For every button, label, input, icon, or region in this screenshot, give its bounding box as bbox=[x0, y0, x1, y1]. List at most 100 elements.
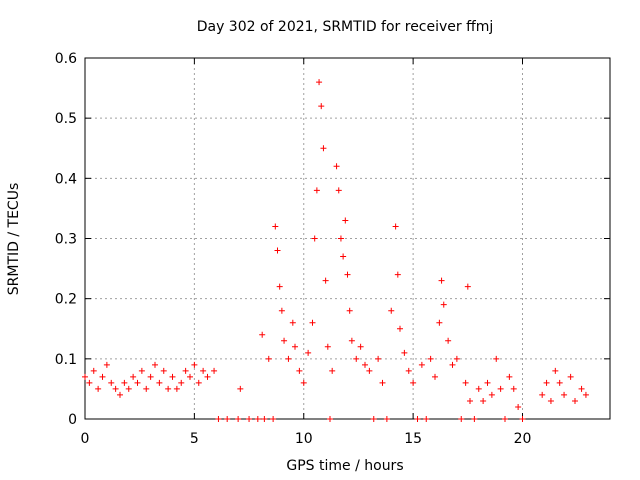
axis-ticks: 0 0.1 0.2 0.3 0.4 0.5 0.6 0 5 10 15 20 bbox=[55, 51, 610, 447]
data-point bbox=[348, 337, 355, 344]
data-point bbox=[346, 307, 353, 314]
data-point bbox=[340, 253, 347, 260]
data-point bbox=[453, 355, 460, 362]
data-point bbox=[475, 385, 482, 392]
data-point bbox=[480, 397, 487, 404]
data-point bbox=[300, 379, 307, 386]
data-point bbox=[506, 373, 513, 380]
data-point bbox=[572, 397, 578, 404]
data-point bbox=[204, 373, 211, 380]
data-point bbox=[90, 367, 97, 374]
data-point bbox=[353, 355, 360, 362]
data-point bbox=[246, 416, 253, 422]
data-point bbox=[82, 373, 88, 380]
data-point bbox=[493, 355, 500, 362]
data-point bbox=[138, 367, 145, 374]
data-point bbox=[344, 271, 351, 278]
data-point bbox=[254, 416, 261, 422]
data-point bbox=[311, 235, 318, 242]
data-point bbox=[337, 235, 344, 242]
data-point bbox=[195, 379, 202, 386]
data-point bbox=[543, 379, 550, 386]
data-point bbox=[510, 385, 517, 392]
data-point bbox=[432, 373, 438, 380]
data-point bbox=[552, 367, 559, 374]
data-point bbox=[305, 349, 312, 356]
data-point bbox=[169, 373, 176, 380]
data-point bbox=[488, 391, 495, 398]
data-point bbox=[156, 379, 163, 386]
data-point bbox=[130, 373, 137, 380]
data-point bbox=[200, 367, 207, 374]
data-point bbox=[578, 385, 585, 392]
data-point bbox=[313, 187, 320, 194]
data-point bbox=[270, 416, 277, 422]
data-point bbox=[392, 223, 399, 230]
data-point bbox=[259, 331, 266, 338]
data-point bbox=[467, 397, 473, 404]
data-point bbox=[187, 373, 193, 380]
data-point bbox=[125, 385, 132, 392]
data-point bbox=[342, 217, 349, 224]
data-point bbox=[539, 391, 546, 398]
data-point bbox=[366, 367, 373, 374]
x-tick-label: 0 bbox=[81, 431, 90, 447]
data-point bbox=[281, 337, 288, 344]
data-point bbox=[410, 379, 417, 386]
data-point bbox=[394, 271, 401, 278]
x-tick-label: 5 bbox=[190, 431, 199, 447]
data-point bbox=[316, 79, 323, 86]
data-point bbox=[289, 319, 296, 326]
data-point bbox=[418, 361, 425, 368]
data-point bbox=[296, 367, 303, 374]
data-point bbox=[143, 385, 150, 392]
data-point bbox=[556, 379, 563, 386]
data-point bbox=[182, 367, 189, 374]
y-axis-label: SRMTID / TECUs bbox=[6, 183, 22, 296]
data-point bbox=[147, 373, 154, 380]
data-point bbox=[324, 343, 331, 350]
data-point bbox=[567, 373, 574, 380]
data-point bbox=[235, 416, 242, 422]
data-point bbox=[333, 163, 340, 170]
y-tick-label: 0.4 bbox=[55, 171, 77, 187]
data-point bbox=[211, 367, 218, 374]
data-point bbox=[438, 277, 445, 284]
data-point bbox=[436, 319, 443, 326]
data-point bbox=[320, 145, 327, 152]
data-point bbox=[375, 355, 382, 362]
data-point bbox=[357, 343, 364, 350]
data-point bbox=[388, 307, 395, 314]
data-point bbox=[547, 397, 554, 404]
data-point bbox=[379, 379, 386, 386]
data-point bbox=[265, 355, 272, 362]
data-point bbox=[117, 391, 123, 398]
data-point bbox=[322, 277, 329, 284]
data-point bbox=[370, 416, 377, 422]
data-point bbox=[121, 379, 128, 386]
data-point bbox=[414, 416, 421, 422]
chart-title: Day 302 of 2021, SRMTID for receiver ffm… bbox=[197, 19, 494, 35]
y-tick-label: 0.2 bbox=[55, 292, 77, 308]
data-point bbox=[191, 361, 198, 368]
data-points bbox=[82, 79, 589, 422]
data-point bbox=[224, 416, 231, 422]
x-tick-label: 15 bbox=[404, 431, 422, 447]
data-point bbox=[449, 361, 456, 368]
data-point bbox=[561, 391, 568, 398]
y-tick-label: 0.5 bbox=[55, 111, 77, 127]
data-point bbox=[519, 416, 526, 422]
data-point bbox=[95, 385, 102, 392]
data-point bbox=[178, 379, 185, 386]
y-tick-label: 0.3 bbox=[55, 232, 77, 248]
data-point bbox=[464, 283, 471, 290]
grid-lines bbox=[85, 58, 610, 419]
x-axis-label: GPS time / hours bbox=[286, 458, 403, 474]
data-point bbox=[134, 379, 141, 386]
y-tick-label: 0.6 bbox=[55, 51, 77, 67]
data-point bbox=[582, 391, 589, 398]
x-tick-label: 20 bbox=[514, 431, 532, 447]
data-point bbox=[471, 416, 478, 422]
data-point bbox=[445, 337, 452, 344]
